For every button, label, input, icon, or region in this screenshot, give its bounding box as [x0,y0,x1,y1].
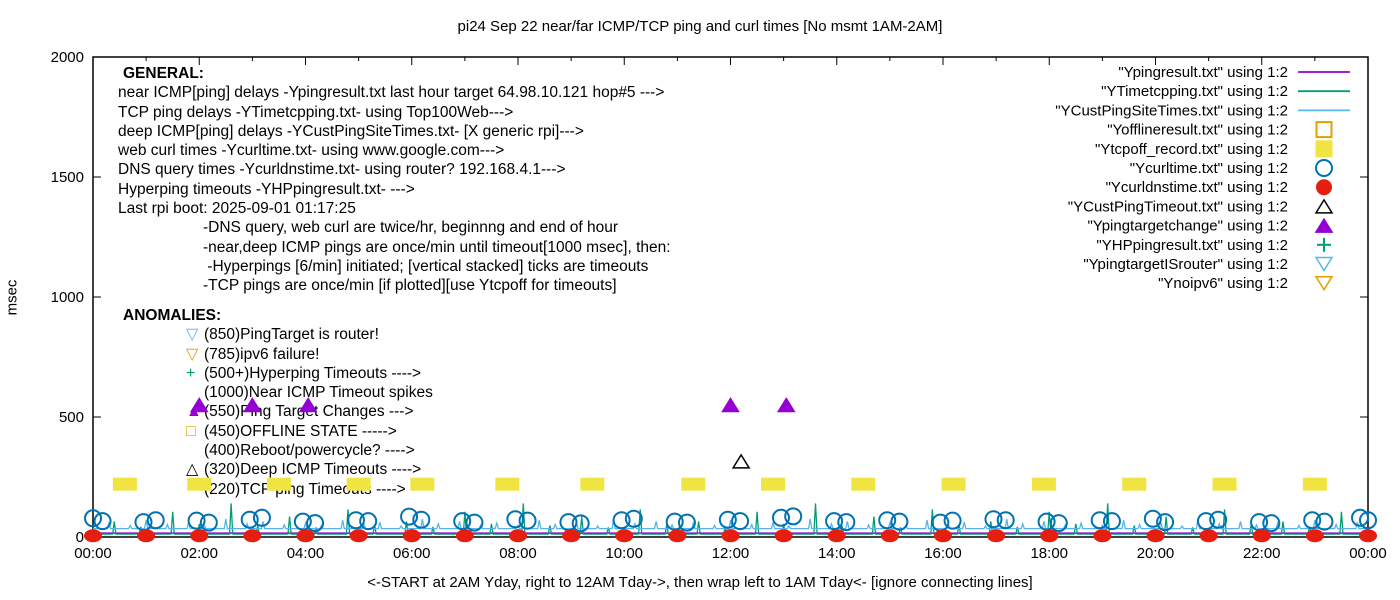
anomaly-text: (850)PingTarget is router! [204,326,379,344]
anomaly-line: □ (450)OFFLINE STATE -----> [118,422,433,441]
x-tick-label: 00:00 [1349,545,1387,562]
general-indented-line: -DNS query, web curl are twice/hr, begin… [203,219,619,237]
legend-row: "Ynoipv6" using 1:2 [1158,275,1334,292]
svg-text:"YTimetcpping.txt" using 1:2: "YTimetcpping.txt" using 1:2 [1101,83,1288,100]
general-line: Last rpi boot: 2025-09-01 01:17:25 [118,200,356,218]
svg-text:"Ytcpoff_record.txt" using 1:2: "Ytcpoff_record.txt" using 1:2 [1095,141,1288,158]
legend-row: "YCustPingSiteTimes.txt" using 1:2 [1055,102,1350,119]
general-indented-line: -near,deep ICMP pings are once/min until… [203,238,671,256]
general-line: TCP ping delays -YTimetcpping.txt- using… [118,103,514,121]
series-Ycurldnstime.txt [84,529,1377,543]
y-tick-label: 500 [59,409,84,426]
legend-row: "YTimetcpping.txt" using 1:2 [1101,83,1350,100]
anomalies-heading: ANOMALIES: [123,307,222,324]
legend-row: "Yofflineresult.txt" using 1:2 [1107,121,1333,139]
svg-text:"Ycurltime.txt" using 1:2: "Ycurltime.txt" using 1:2 [1130,160,1288,177]
general-line: DNS query times -Ycurldnstime.txt- using… [118,161,566,179]
triangle-open-icon: △ [186,461,199,479]
anomaly-line: △ (320)Deep ICMP Timeouts ----> [118,460,433,479]
anomaly-text: (1000)Near ICMP Timeout spikes [204,384,433,402]
chart-title: pi24 Sep 22 near/far ICMP/TCP ping and c… [457,18,943,35]
svg-text:"Ynoipv6" using 1:2: "Ynoipv6" using 1:2 [1158,275,1288,292]
triangle-down-open-icon: ▽ [186,326,199,344]
anomaly-line: + (500+)Hyperping Timeouts ----> [118,364,433,383]
anomaly-line: (400)Reboot/powercycle? ----> [118,441,433,460]
general-line: deep ICMP[ping] delays -YCustPingSiteTim… [118,122,584,140]
y-tick-label: 2000 [51,49,84,66]
general-indented-line: -TCP pings are once/min [if plotted][use… [203,277,617,295]
anomaly-line: ▽ (785)ipv6 failure! [118,345,433,364]
x-tick-label: 04:00 [287,545,325,562]
plus-icon: + [186,364,196,382]
svg-text:"YCustPingTimeout.txt" using 1: "YCustPingTimeout.txt" using 1:2 [1068,198,1288,215]
series-YCustPingSiteTimes.txt [93,518,1368,530]
x-tick-label: 20:00 [1137,545,1175,562]
series-Ypingtargetchange [189,397,796,413]
legend-row: "Ytcpoff_record.txt" using 1:2 [1095,140,1333,158]
anomaly-text: (500+)Hyperping Timeouts ----> [204,364,422,382]
x-axis-label: <-START at 2AM Yday, right to 12AM Tday-… [367,574,1033,591]
y-tick-label: 0 [76,529,84,546]
general-line: web curl times -Ycurltime.txt- using www… [118,142,505,160]
legend-row: "YCustPingTimeout.txt" using 1:2 [1068,198,1334,215]
legend-row: "Ypingresult.txt" using 1:2 [1118,64,1350,81]
x-tick-label: 14:00 [818,545,856,562]
axes: 00:00 02:00 04:00 06:00 08:00 10:00 12:00 14:00… [51,49,1387,562]
svg-text:"Yofflineresult.txt" using 1:2: "Yofflineresult.txt" using 1:2 [1107,122,1288,139]
series-YCustPingTimeout.txt [731,453,751,469]
anomaly-text: (320)Deep ICMP Timeouts ----> [204,461,422,479]
x-tick-label: 18:00 [1030,545,1068,562]
svg-text:"Ypingtargetchange" using 1:2: "Ypingtargetchange" using 1:2 [1087,218,1288,235]
anomaly-text: (785)ipv6 failure! [204,345,320,363]
svg-text:"YHPpingresult.txt" using 1:2: "YHPpingresult.txt" using 1:2 [1096,237,1288,254]
legend-row: "Ycurltime.txt" using 1:2 [1130,159,1333,177]
series-Ytcpoff_record.txt [112,477,1327,491]
general-indented-line: -Hyperpings [6/min] initiated; [vertical… [203,257,649,275]
general-line: near ICMP[ping] delays -Ypingresult.txt … [118,84,665,102]
anomaly-text: (450)OFFLINE STATE -----> [204,422,397,440]
square-open-icon: □ [186,422,196,440]
x-tick-label: 08:00 [499,545,537,562]
legend: "Ypingresult.txt" using 1:2 "YTimetcpping… [1055,64,1350,292]
x-tick-label: 12:00 [712,545,750,562]
svg-text:"YCustPingSiteTimes.txt" using: "YCustPingSiteTimes.txt" using 1:2 [1055,102,1288,119]
x-tick-label: 02:00 [180,545,218,562]
legend-row: "Ypingtargetchange" using 1:2 [1087,218,1334,235]
x-tick-label: 00:00 [74,545,112,562]
legend-row: "YHPpingresult.txt" using 1:2 [1096,237,1331,254]
general-heading: GENERAL: [123,65,204,82]
general-line: Hyperping timeouts -YHPpingresult.txt- -… [118,180,415,198]
x-tick-label: 22:00 [1243,545,1281,562]
y-tick-label: 1500 [51,169,84,186]
y-tick-label: 1000 [51,289,84,306]
svg-text:"Ypingresult.txt" using 1:2: "Ypingresult.txt" using 1:2 [1118,64,1288,81]
triangle-down-open-icon: ▽ [186,345,199,363]
legend-row: "Ycurldnstime.txt" using 1:2 [1106,179,1332,196]
general-notes-block: GENERAL: near ICMP[ping] delays -Ypingres… [118,64,671,296]
anomaly-text: (400)Reboot/powercycle? ----> [204,442,415,460]
svg-text:"Ycurldnstime.txt" using 1:2: "Ycurldnstime.txt" using 1:2 [1106,179,1288,196]
legend-row: "YpingtargetISrouter" using 1:2 [1083,256,1334,273]
x-tick-label: 06:00 [393,545,431,562]
anomaly-line: ▽ (850)PingTarget is router! [118,325,433,344]
x-tick-label: 16:00 [924,545,962,562]
anomalies-notes-block: ANOMALIES: ▽ (850)PingTarget is router! ▽ (7… [118,306,433,499]
x-tick-label: 10:00 [605,545,643,562]
anomaly-line: (1000)Near ICMP Timeout spikes [118,383,433,402]
svg-text:"YpingtargetISrouter" using 1:: "YpingtargetISrouter" using 1:2 [1083,256,1288,273]
series-Ycurltime.txt [84,507,1377,533]
